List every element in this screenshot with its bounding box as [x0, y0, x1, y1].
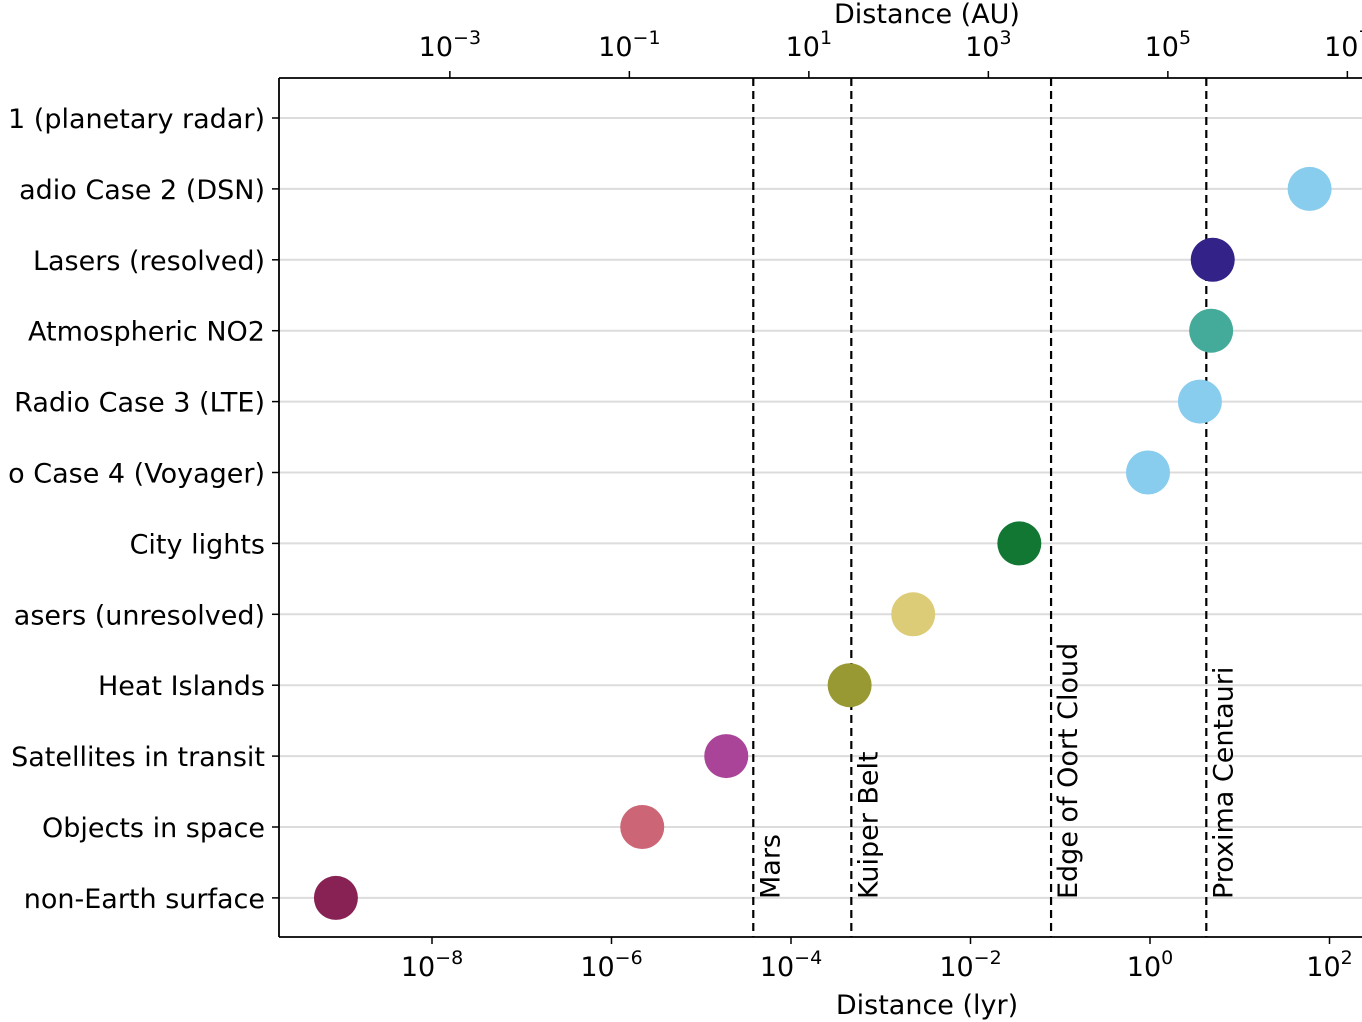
tick-base: 10 [786, 32, 820, 63]
data-point [1126, 450, 1171, 495]
tick-base: 10 [419, 32, 453, 63]
tick-exponent: 0 [1161, 947, 1173, 969]
tick-exponent: −4 [794, 947, 822, 969]
tick-base: 10 [939, 952, 973, 983]
category-label: Objects in space [42, 813, 265, 844]
data-point [891, 592, 936, 637]
data-point [827, 663, 872, 708]
top-x-tick-label: 107 [1324, 27, 1362, 63]
category-label: asers (unresolved) [14, 600, 265, 631]
x-tick-label: 100 [1127, 947, 1173, 983]
data-point [1287, 166, 1332, 211]
x-tick-label: 10−8 [401, 947, 463, 983]
reference-lines [752, 78, 1208, 937]
data-point [704, 734, 749, 779]
category-label: o Case 4 (Voyager) [8, 459, 265, 490]
tick-base: 10 [1127, 952, 1161, 983]
tick-base: 10 [598, 32, 632, 63]
plot-frame [278, 77, 1362, 938]
data-point [620, 805, 665, 849]
tick-base: 10 [1324, 32, 1358, 63]
tick-exponent: −3 [453, 27, 481, 49]
tick-exponent: −2 [974, 947, 1002, 969]
category-label: 1 (planetary radar) [8, 104, 265, 135]
tick-exponent: 3 [999, 27, 1011, 49]
tick-base: 10 [760, 952, 794, 983]
reference-line-label: Kuiper Belt [853, 751, 884, 899]
tick-exponent: 7 [1358, 27, 1362, 49]
top-x-tick-label: 10−3 [419, 27, 481, 63]
top-x-tick-label: 101 [786, 27, 832, 63]
category-label: Atmospheric NO2 [28, 317, 265, 348]
tick-exponent: −1 [633, 27, 661, 49]
data-point [313, 875, 358, 920]
reference-line-label: Mars [755, 834, 786, 899]
reference-line-label: Edge of Oort Cloud [1053, 643, 1084, 899]
tick-exponent: −8 [435, 947, 463, 969]
data-point [997, 521, 1042, 566]
tick-base: 10 [580, 952, 614, 983]
tick-exponent: 2 [1341, 947, 1353, 969]
x-tick-label: 10−2 [939, 947, 1001, 983]
x-tick-label: 102 [1306, 947, 1352, 983]
x-tick-label: 10−6 [580, 947, 642, 983]
data-point [1189, 308, 1234, 353]
tick-base: 10 [401, 952, 435, 983]
data-point [1177, 379, 1222, 424]
reference-line-label: Proxima Centauri [1208, 667, 1239, 899]
tick-exponent: 1 [820, 27, 832, 49]
top-x-axis-label: Distance (AU) [834, 0, 1020, 30]
tick-exponent: 5 [1179, 27, 1191, 49]
category-label: Lasers (resolved) [33, 246, 265, 277]
category-label: Satellites in transit [11, 742, 265, 773]
tick-exponent: −6 [615, 947, 643, 969]
category-label: non-Earth surface [24, 884, 265, 915]
data-point [1190, 237, 1235, 282]
tick-base: 10 [1306, 952, 1340, 983]
x-tick-label: 10−4 [760, 947, 822, 983]
tick-marks [272, 71, 1349, 944]
tick-base: 10 [1145, 32, 1179, 63]
tick-base: 10 [965, 32, 999, 63]
top-x-tick-label: 103 [965, 27, 1011, 63]
category-label: Heat Islands [98, 671, 265, 702]
data-points [313, 166, 1332, 920]
top-x-tick-label: 10−1 [598, 27, 660, 63]
labels: Distance (lyr) Distance (AU) 1 (planetar… [8, 0, 1362, 1021]
category-label: Radio Case 3 (LTE) [14, 388, 265, 419]
category-label: City lights [130, 529, 265, 560]
category-label: adio Case 2 (DSN) [19, 175, 265, 206]
x-axis-label: Distance (lyr) [836, 990, 1018, 1021]
top-x-tick-label: 105 [1145, 27, 1191, 63]
grid-lines [279, 117, 1362, 899]
